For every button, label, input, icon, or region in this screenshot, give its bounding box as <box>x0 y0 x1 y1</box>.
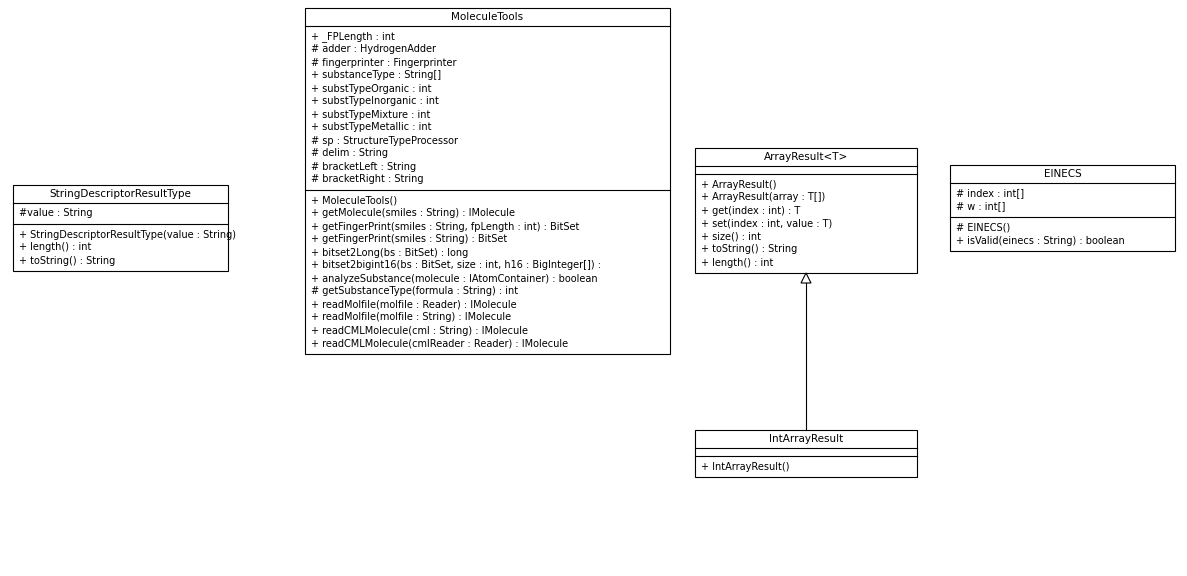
Bar <box>696 148 918 273</box>
Text: + readMolfile(molfile : Reader) : IMolecule: + readMolfile(molfile : Reader) : IMolec… <box>311 300 516 309</box>
Text: # EINECS(): # EINECS() <box>956 222 1010 233</box>
Text: + substTypeInorganic : int: + substTypeInorganic : int <box>311 97 439 107</box>
Text: + StringDescriptorResultType(value : String): + StringDescriptorResultType(value : Str… <box>19 229 236 240</box>
Text: + MoleculeTools(): + MoleculeTools() <box>311 195 398 206</box>
Text: + substanceType : String[]: + substanceType : String[] <box>311 70 442 81</box>
Text: + length() : int: + length() : int <box>19 242 91 252</box>
Text: + get(index : int) : T: + get(index : int) : T <box>702 206 800 215</box>
Bar <box>950 165 1175 251</box>
Text: + set(index : int, value : T): + set(index : int, value : T) <box>702 218 832 229</box>
Polygon shape <box>801 273 811 283</box>
Bar <box>696 430 918 477</box>
Text: + substTypeMixture : int: + substTypeMixture : int <box>311 109 431 119</box>
Text: EINECS: EINECS <box>1043 169 1081 179</box>
Text: + length() : int: + length() : int <box>702 257 774 267</box>
Text: + getFingerPrint(smiles : String, fpLength : int) : BitSet: + getFingerPrint(smiles : String, fpLeng… <box>311 222 579 232</box>
Text: ArrayResult<T>: ArrayResult<T> <box>764 152 849 162</box>
Text: # delim : String: # delim : String <box>311 149 388 158</box>
Text: StringDescriptorResultType: StringDescriptorResultType <box>50 189 191 199</box>
Text: # fingerprinter : Fingerprinter: # fingerprinter : Fingerprinter <box>311 58 457 67</box>
Text: MoleculeTools: MoleculeTools <box>451 12 523 22</box>
Text: + isValid(einecs : String) : boolean: + isValid(einecs : String) : boolean <box>956 236 1125 245</box>
Text: #value : String: #value : String <box>19 209 93 218</box>
Text: + substTypeOrganic : int: + substTypeOrganic : int <box>311 84 432 93</box>
Text: # getSubstanceType(formula : String) : int: # getSubstanceType(formula : String) : i… <box>311 286 518 297</box>
Text: + _FPLength : int: + _FPLength : int <box>311 31 395 42</box>
Text: + toString() : String: + toString() : String <box>19 256 115 266</box>
Text: + bitset2Long(bs : BitSet) : long: + bitset2Long(bs : BitSet) : long <box>311 248 468 257</box>
Text: + toString() : String: + toString() : String <box>702 244 798 255</box>
Text: + analyzeSubstance(molecule : IAtomContainer) : boolean: + analyzeSubstance(molecule : IAtomConta… <box>311 274 597 283</box>
Text: # adder : HydrogenAdder: # adder : HydrogenAdder <box>311 44 436 55</box>
Text: + ArrayResult(): + ArrayResult() <box>702 180 776 190</box>
Text: + readMolfile(molfile : String) : IMolecule: + readMolfile(molfile : String) : IMolec… <box>311 313 512 323</box>
Text: IntArrayResult: IntArrayResult <box>769 434 843 444</box>
Text: + getMolecule(smiles : String) : IMolecule: + getMolecule(smiles : String) : IMolecu… <box>311 209 515 218</box>
Text: + ArrayResult(array : T[]): + ArrayResult(array : T[]) <box>702 192 825 203</box>
Bar <box>305 8 669 354</box>
Text: + size() : int: + size() : int <box>702 232 761 241</box>
Text: + readCMLMolecule(cmlReader : Reader) : IMolecule: + readCMLMolecule(cmlReader : Reader) : … <box>311 339 569 348</box>
Text: # index : int[]: # index : int[] <box>956 188 1024 199</box>
Text: + IntArrayResult(): + IntArrayResult() <box>702 461 789 472</box>
Text: # sp : StructureTypeProcessor: # sp : StructureTypeProcessor <box>311 135 458 146</box>
Text: + substTypeMetallic : int: + substTypeMetallic : int <box>311 123 432 132</box>
Text: + bitset2bigint16(bs : BitSet, size : int, h16 : BigInteger[]) :: + bitset2bigint16(bs : BitSet, size : in… <box>311 260 601 271</box>
Bar <box>13 185 228 271</box>
Text: # bracketLeft : String: # bracketLeft : String <box>311 161 417 172</box>
Text: + getFingerPrint(smiles : String) : BitSet: + getFingerPrint(smiles : String) : BitS… <box>311 234 507 244</box>
Text: # w : int[]: # w : int[] <box>956 202 1005 211</box>
Text: + readCMLMolecule(cml : String) : IMolecule: + readCMLMolecule(cml : String) : IMolec… <box>311 325 528 335</box>
Text: # bracketRight : String: # bracketRight : String <box>311 175 424 184</box>
